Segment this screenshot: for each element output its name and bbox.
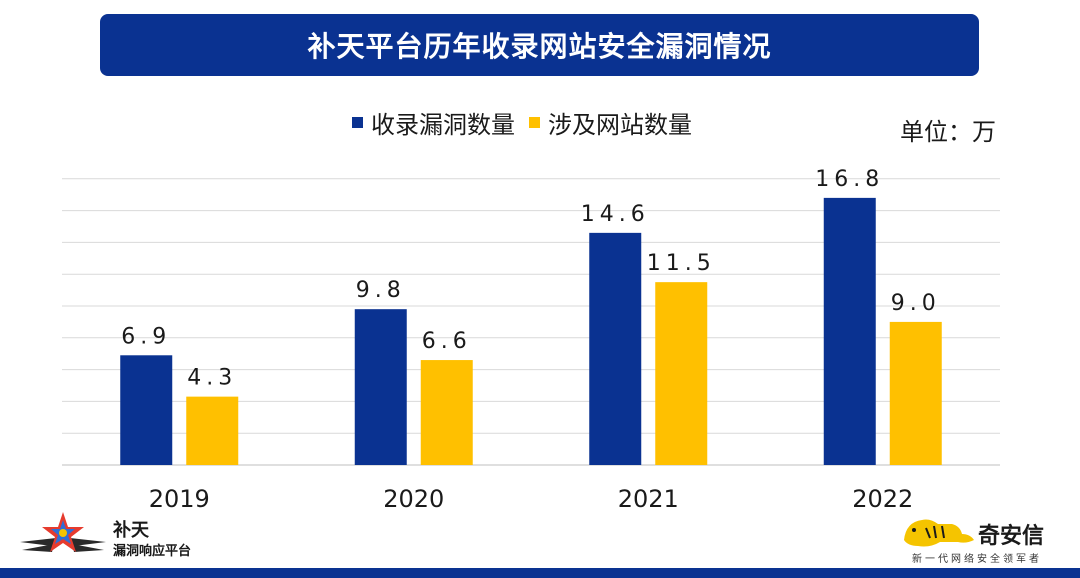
x-tick-label-2022: 2022 [852,485,913,513]
star-wings-icon [20,512,106,552]
qianxin-logo-name: 奇安信 [978,524,1045,549]
data-label-2019-series-2: 4.3 [187,366,237,391]
bar-2021-series-1 [589,232,642,465]
butian-logo: 补天 漏洞响应平台 [18,508,228,564]
qianxin-logo: 奇安信 新一代网络安全领军者 [900,514,1065,566]
x-tick-label-2021: 2021 [618,485,679,513]
footer-stripe [0,568,1080,578]
data-label-2020-series-2: 6.6 [422,329,472,354]
bar-2020-series-2 [420,360,473,465]
bar-2019-series-2 [186,396,239,465]
bar-2021-series-2 [655,282,708,465]
legend: 收录漏洞数量 涉及网站数量 [352,104,692,140]
bar-2020-series-1 [354,309,407,465]
legend-label-series-2: 涉及网站数量 [548,110,692,139]
x-tick-label-2020: 2020 [383,485,444,513]
legend-swatch-series-1 [352,116,363,128]
title-banner: 补天平台历年收录网站安全漏洞情况 [100,14,979,76]
chart-title: 补天平台历年收录网站安全漏洞情况 [307,30,772,63]
data-label-2022-series-2: 9.0 [891,291,941,316]
legend-item-series-2: 涉及网站数量 [529,105,692,140]
legend-item-series-1: 收录漏洞数量 [352,105,515,140]
tiger-icon [904,519,974,547]
data-label-2021-series-2: 11.5 [647,251,716,276]
butian-logo-name: 补天 [113,520,149,541]
bar-2022-series-2 [889,321,942,465]
data-label-2022-series-1: 16.8 [815,167,884,192]
data-label-2021-series-1: 14.6 [581,202,650,227]
data-label-2019-series-1: 6.9 [121,324,171,349]
butian-logo-subtitle: 漏洞响应平台 [113,544,192,559]
data-label-2020-series-1: 9.8 [356,278,406,303]
bar-2019-series-1 [120,355,173,465]
x-tick-label-2019: 2019 [149,485,210,513]
legend-label-series-1: 收录漏洞数量 [371,110,515,139]
legend-swatch-series-2 [529,116,540,128]
bar-2022-series-1 [823,197,876,465]
qianxin-logo-slogan: 新一代网络安全领军者 [912,554,1042,565]
unit-label: 单位：万 [900,118,996,146]
